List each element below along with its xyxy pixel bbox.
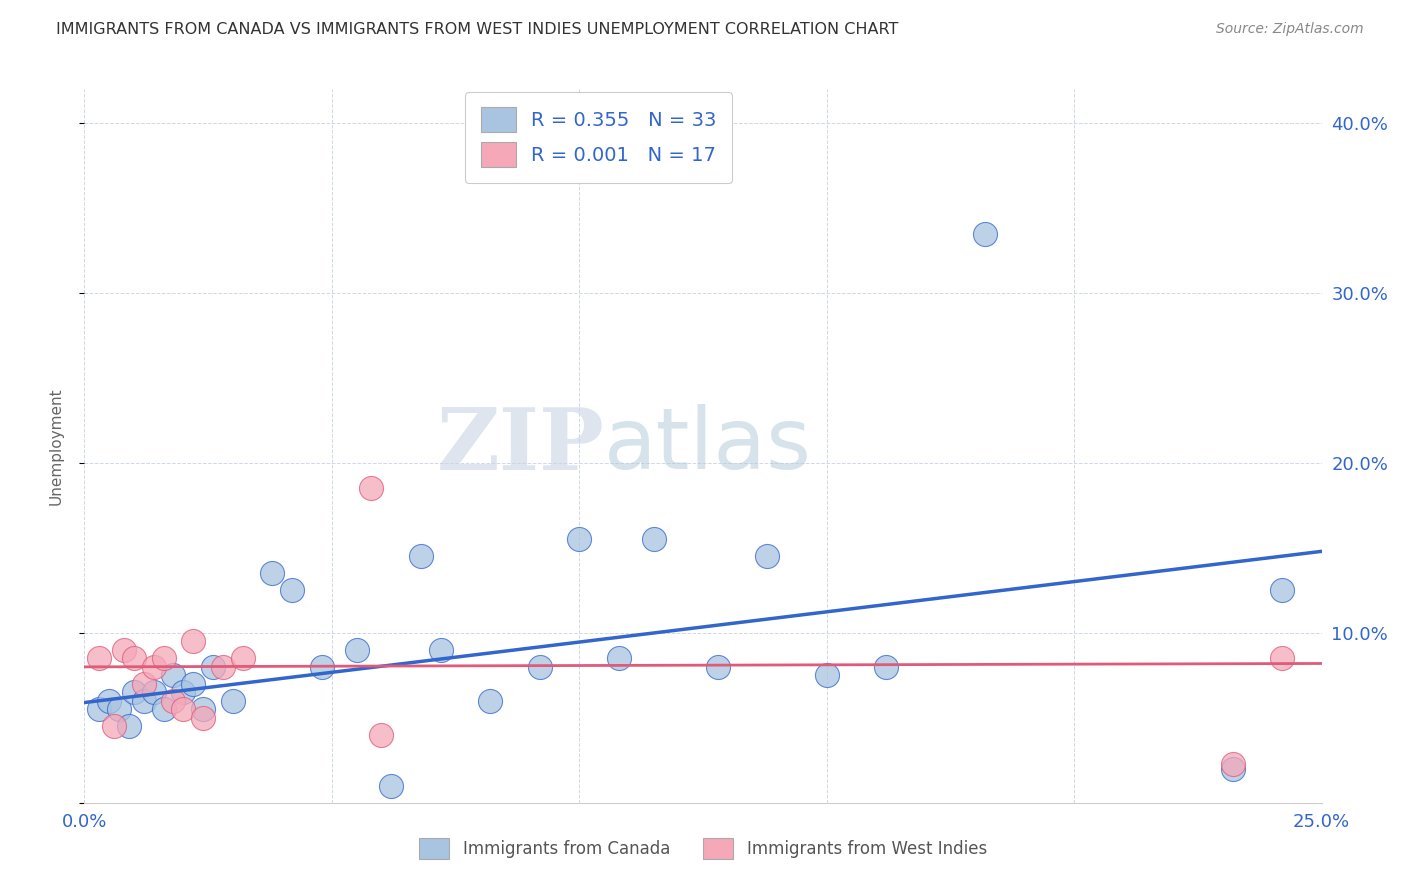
Point xyxy=(202,660,225,674)
Point xyxy=(181,677,204,691)
Point xyxy=(370,728,392,742)
Text: ZIP: ZIP xyxy=(436,404,605,488)
Point xyxy=(191,702,214,716)
Text: Source: ZipAtlas.com: Source: ZipAtlas.com xyxy=(1216,22,1364,37)
Point xyxy=(118,719,141,733)
Point xyxy=(875,660,897,674)
Point xyxy=(122,685,145,699)
Point xyxy=(360,482,382,496)
Point xyxy=(142,660,165,674)
Point xyxy=(380,779,402,793)
Point xyxy=(172,702,194,716)
Point xyxy=(152,702,174,716)
Point xyxy=(89,651,111,665)
Point xyxy=(103,719,125,733)
Point xyxy=(707,660,730,674)
Point xyxy=(262,566,284,581)
Point xyxy=(89,702,111,716)
Point xyxy=(132,694,155,708)
Y-axis label: Unemployment: Unemployment xyxy=(49,387,63,505)
Point xyxy=(108,702,131,716)
Point xyxy=(607,651,630,665)
Point xyxy=(142,685,165,699)
Point xyxy=(643,533,665,547)
Point xyxy=(409,549,432,564)
Point xyxy=(529,660,551,674)
Point xyxy=(756,549,779,564)
Point xyxy=(212,660,235,674)
Point xyxy=(479,694,502,708)
Point xyxy=(1222,762,1244,776)
Point xyxy=(162,694,184,708)
Point xyxy=(429,643,451,657)
Point xyxy=(281,583,304,598)
Point xyxy=(232,651,254,665)
Point xyxy=(152,651,174,665)
Point xyxy=(181,634,204,648)
Point xyxy=(222,694,245,708)
Text: atlas: atlas xyxy=(605,404,813,488)
Point xyxy=(974,227,997,241)
Point xyxy=(122,651,145,665)
Text: IMMIGRANTS FROM CANADA VS IMMIGRANTS FROM WEST INDIES UNEMPLOYMENT CORRELATION C: IMMIGRANTS FROM CANADA VS IMMIGRANTS FRO… xyxy=(56,22,898,37)
Point xyxy=(98,694,121,708)
Point xyxy=(1222,756,1244,771)
Point xyxy=(815,668,838,682)
Point xyxy=(568,533,591,547)
Point xyxy=(1271,583,1294,598)
Point xyxy=(172,685,194,699)
Legend: Immigrants from Canada, Immigrants from West Indies: Immigrants from Canada, Immigrants from … xyxy=(412,831,994,866)
Point xyxy=(191,711,214,725)
Point xyxy=(132,677,155,691)
Point xyxy=(311,660,333,674)
Point xyxy=(346,643,368,657)
Point xyxy=(112,643,135,657)
Point xyxy=(1271,651,1294,665)
Point xyxy=(162,668,184,682)
